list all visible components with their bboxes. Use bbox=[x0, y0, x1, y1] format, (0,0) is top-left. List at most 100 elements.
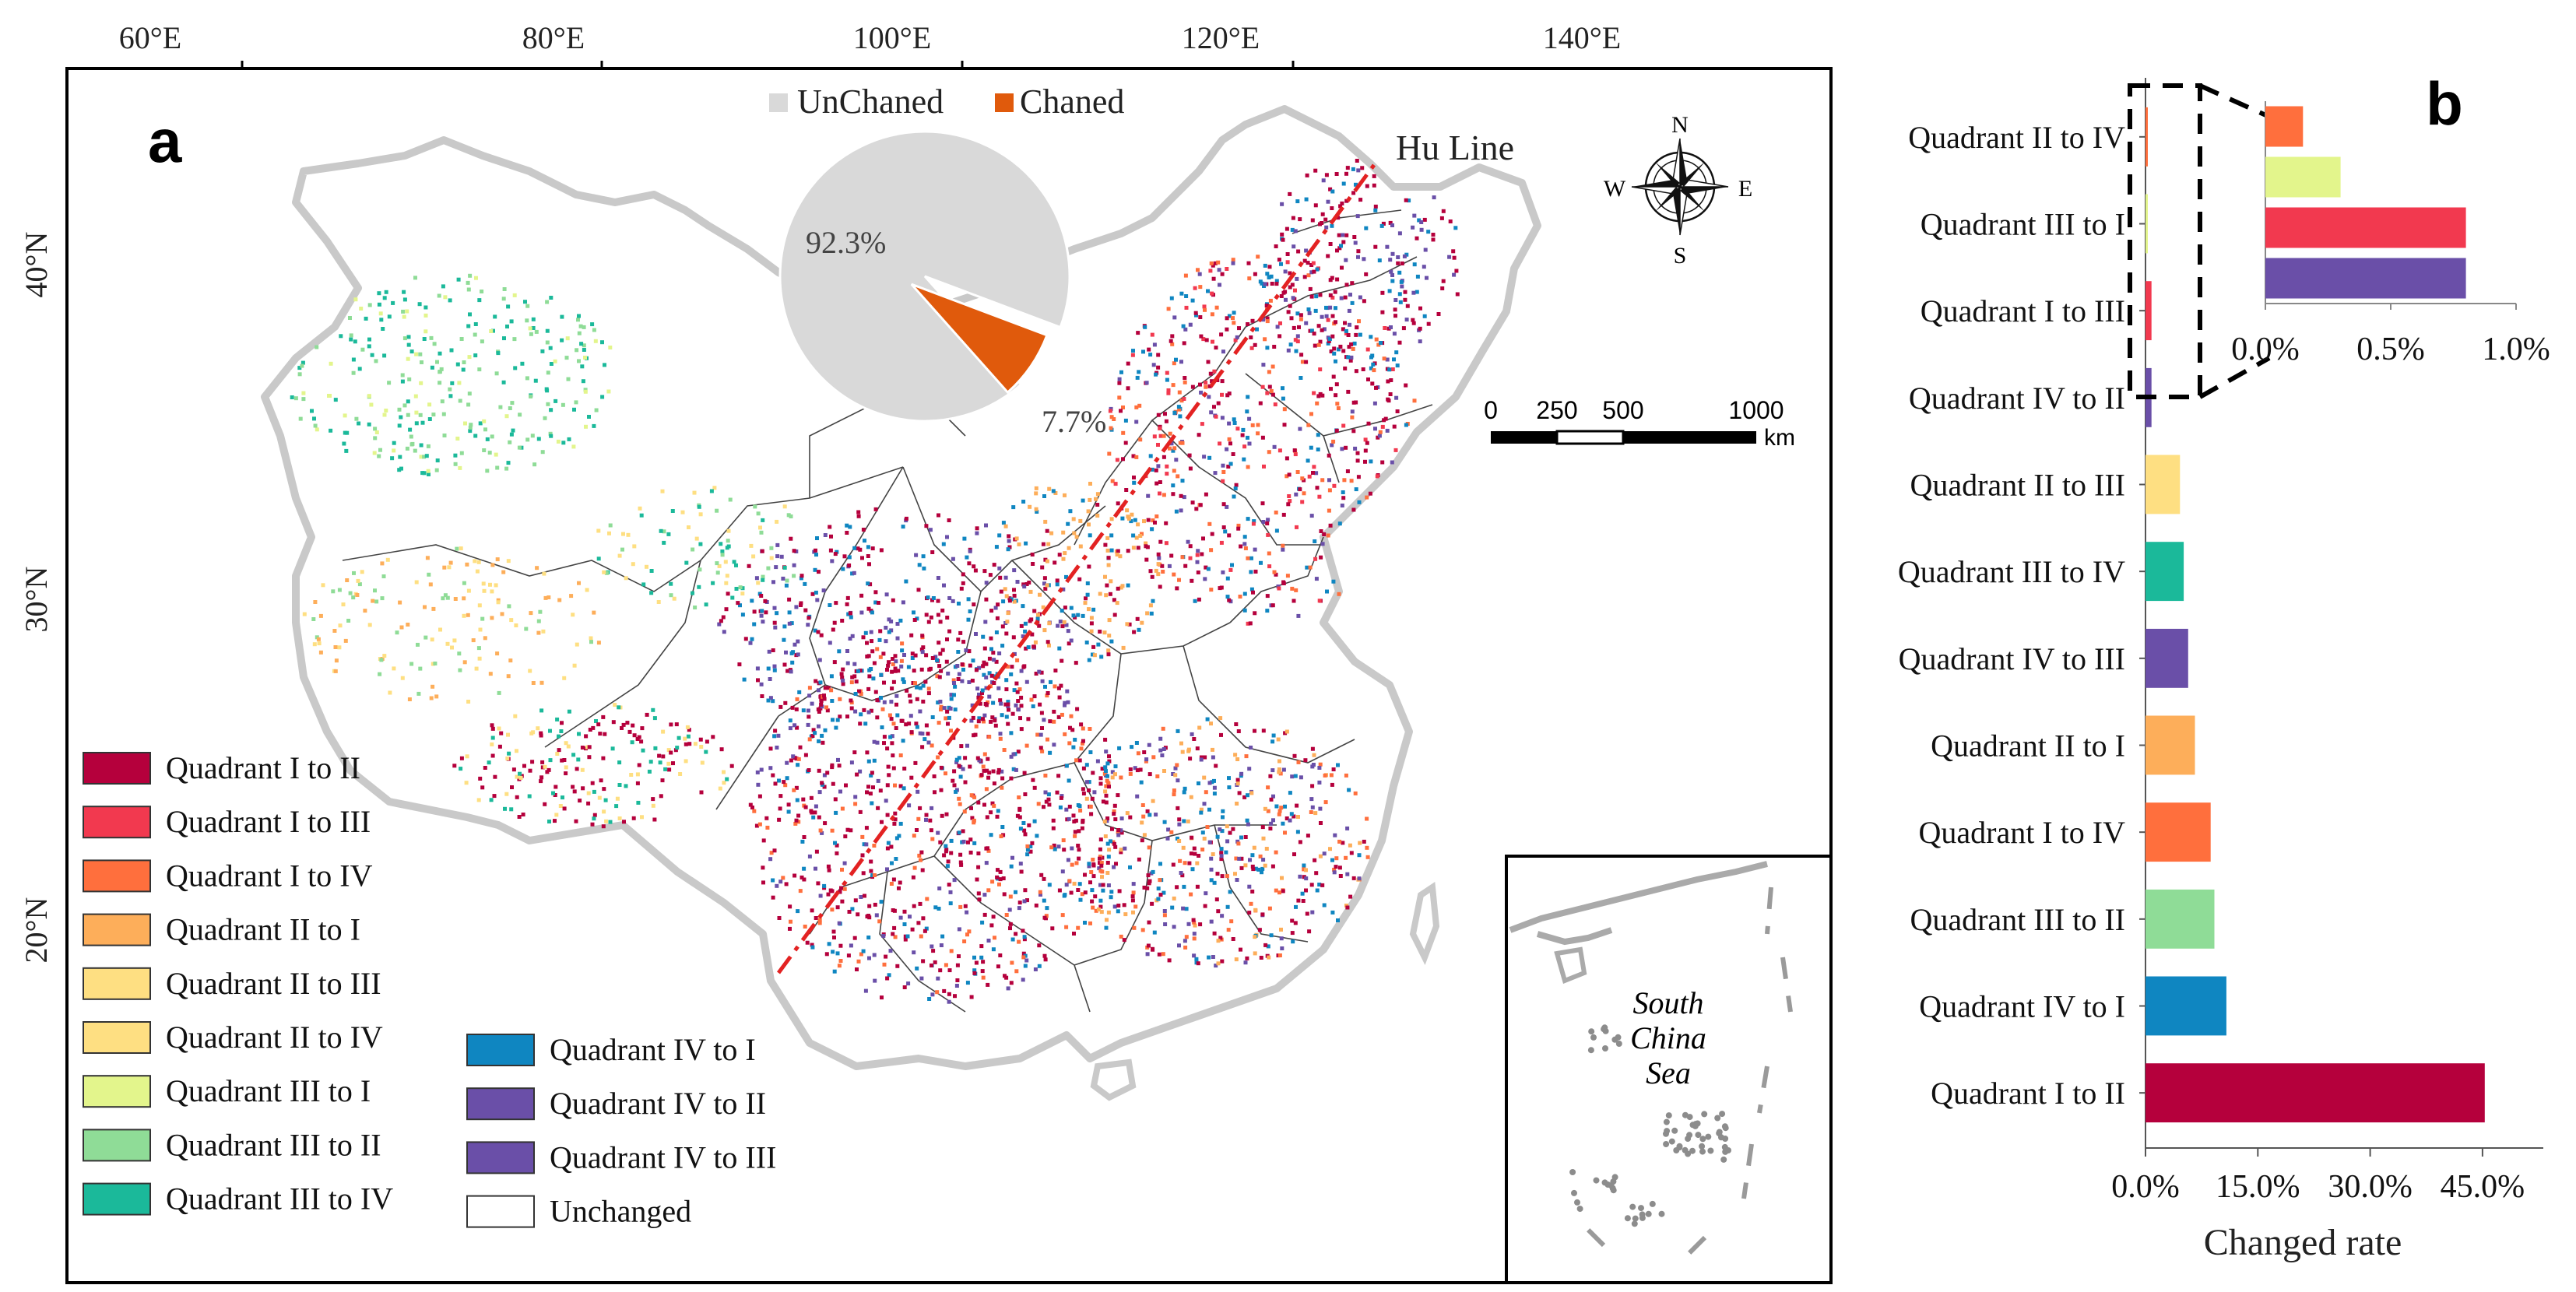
change-pixel bbox=[1183, 380, 1187, 384]
change-pixel bbox=[1197, 597, 1201, 602]
change-pixel bbox=[996, 767, 1001, 772]
change-pixel bbox=[551, 791, 555, 795]
change-pixel bbox=[1017, 795, 1021, 799]
change-pixel bbox=[666, 532, 671, 536]
change-pixel bbox=[1382, 418, 1386, 423]
change-pixel bbox=[788, 718, 792, 723]
legend-item-label: Quadrant I to IV bbox=[166, 858, 373, 893]
change-pixel bbox=[944, 849, 948, 854]
change-pixel bbox=[1215, 834, 1220, 839]
change-pixel bbox=[300, 360, 305, 365]
change-pixel bbox=[1147, 743, 1151, 747]
change-pixel bbox=[1115, 553, 1119, 556]
change-pixel bbox=[939, 788, 944, 792]
legend-item-label: Quadrant III to I bbox=[166, 1073, 371, 1108]
change-pixel bbox=[840, 676, 845, 680]
change-pixel bbox=[1132, 925, 1137, 930]
change-pixel bbox=[951, 599, 955, 603]
change-pixel bbox=[1158, 480, 1162, 484]
change-pixel bbox=[867, 915, 872, 920]
change-pixel bbox=[995, 875, 1000, 879]
zoom-connector-top bbox=[2198, 83, 2271, 119]
change-pixel bbox=[1166, 827, 1171, 832]
change-pixel bbox=[1033, 967, 1038, 971]
change-pixel bbox=[841, 667, 845, 672]
change-pixel bbox=[833, 797, 838, 802]
change-pixel bbox=[1269, 821, 1274, 826]
change-pixel bbox=[859, 692, 863, 696]
change-pixel bbox=[1021, 604, 1025, 609]
change-pixel bbox=[1177, 943, 1181, 948]
change-pixel bbox=[1031, 562, 1035, 566]
change-pixel bbox=[392, 441, 396, 445]
change-pixel bbox=[968, 837, 973, 842]
change-pixel bbox=[1079, 722, 1084, 727]
change-pixel bbox=[543, 802, 547, 806]
change-pixel bbox=[1295, 830, 1300, 834]
change-pixel bbox=[661, 729, 666, 734]
y-tick-label: Quadrant II to III bbox=[1910, 468, 2125, 503]
change-pixel bbox=[1452, 272, 1457, 277]
change-pixel bbox=[397, 468, 402, 472]
change-pixel bbox=[357, 367, 362, 371]
change-pixel bbox=[1300, 891, 1305, 896]
change-pixel bbox=[874, 913, 879, 918]
change-pixel bbox=[768, 677, 772, 681]
change-pixel bbox=[602, 570, 606, 574]
inset-island bbox=[1615, 1034, 1622, 1041]
change-pixel bbox=[1412, 262, 1417, 267]
change-pixel bbox=[830, 765, 835, 770]
change-pixel bbox=[438, 370, 442, 374]
change-pixel bbox=[1340, 447, 1344, 451]
change-pixel bbox=[979, 773, 984, 778]
change-pixel bbox=[930, 992, 935, 997]
change-pixel bbox=[548, 729, 552, 733]
change-pixel bbox=[607, 531, 611, 535]
change-pixel bbox=[930, 715, 935, 719]
change-pixel bbox=[577, 314, 581, 318]
change-pixel bbox=[1305, 911, 1309, 916]
change-pixel bbox=[1284, 297, 1288, 302]
change-pixel bbox=[1395, 409, 1400, 413]
change-pixel bbox=[632, 733, 637, 738]
change-pixel bbox=[1334, 393, 1338, 398]
change-pixel bbox=[1317, 599, 1322, 603]
change-pixel bbox=[1347, 345, 1351, 349]
change-pixel bbox=[1056, 714, 1061, 719]
change-pixel bbox=[789, 621, 794, 626]
change-pixel bbox=[832, 660, 837, 665]
change-pixel bbox=[1422, 314, 1427, 318]
change-pixel bbox=[1107, 785, 1111, 789]
change-pixel bbox=[1334, 382, 1339, 387]
change-pixel bbox=[1071, 613, 1076, 618]
change-pixel bbox=[789, 669, 793, 674]
change-pixel bbox=[318, 613, 323, 618]
change-pixel bbox=[1131, 349, 1135, 353]
change-pixel bbox=[685, 725, 690, 729]
change-pixel bbox=[1124, 488, 1129, 492]
change-pixel bbox=[1177, 390, 1182, 395]
change-pixel bbox=[1204, 338, 1209, 342]
change-pixel bbox=[687, 728, 691, 732]
change-pixel bbox=[1237, 856, 1242, 861]
change-pixel bbox=[895, 713, 900, 718]
change-pixel bbox=[752, 622, 757, 627]
change-pixel bbox=[816, 881, 821, 886]
change-pixel bbox=[972, 820, 976, 825]
change-pixel bbox=[789, 919, 792, 924]
change-pixel bbox=[1172, 896, 1176, 901]
change-pixel bbox=[1024, 679, 1029, 684]
change-pixel bbox=[894, 702, 898, 707]
change-pixel bbox=[1012, 599, 1017, 604]
change-pixel bbox=[587, 745, 592, 750]
change-pixel bbox=[955, 978, 960, 982]
lon-label-60: 60°E bbox=[119, 20, 181, 55]
change-pixel bbox=[476, 560, 481, 564]
change-pixel bbox=[1140, 838, 1144, 843]
change-pixel bbox=[1215, 872, 1220, 876]
change-pixel bbox=[761, 574, 765, 579]
change-pixel bbox=[926, 620, 931, 624]
change-pixel bbox=[637, 763, 641, 767]
change-pixel bbox=[740, 613, 745, 617]
change-pixel bbox=[952, 783, 957, 788]
